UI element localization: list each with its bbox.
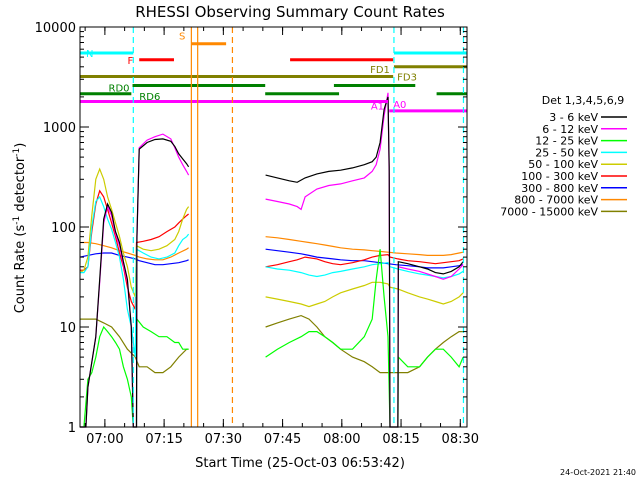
flag-label-rd6: RD6 — [139, 92, 160, 103]
y-tick-label: 10000 — [35, 21, 76, 36]
series-line-300-800-kev-2- — [265, 248, 464, 269]
flag-label-a0: A0 — [393, 100, 406, 111]
flag-label-s: S — [179, 32, 185, 43]
y-tick-label: 1000 — [43, 121, 76, 136]
x-tick-label: 07:00 — [86, 432, 123, 447]
legend-label: 7000 - 15000 keV — [500, 205, 598, 218]
flag-label-f: F — [127, 56, 133, 67]
y-tick-label: 1 — [68, 421, 76, 436]
chart-title: RHESSI Observing Summary Count Rates — [135, 3, 445, 21]
series-line-50-100-kev — [79, 167, 190, 298]
legend-label: 12 - 25 keV — [535, 135, 598, 148]
y-axis-label-sup1: -1 — [12, 216, 22, 225]
series-line-12-25-kev — [80, 317, 189, 428]
y-axis-label-part1: Count Rate (s — [13, 225, 28, 314]
legend-label: 800 - 7000 keV — [514, 194, 598, 207]
x-tick-label: 07:15 — [145, 432, 182, 447]
legend-label: 6 - 12 keV — [542, 123, 598, 136]
flag-label-fd1: FD1 — [370, 65, 390, 76]
legend-title: Det 1,3,4,5,6,9 — [542, 94, 625, 107]
series-line-800-7000-kev-2- — [265, 236, 464, 256]
legend-label: 50 - 100 keV — [528, 158, 598, 171]
y-tick-label: 10 — [59, 321, 76, 336]
series-line-50-100-kev-2- — [265, 281, 464, 308]
axes: 1 10 100 1000 10000 07:00 07:15 07:30 07:45 08:00… — [35, 21, 479, 447]
y-tick-label: 100 — [51, 221, 76, 236]
series-line-100-300-kev-2- — [265, 253, 464, 268]
series-line-100-300-kev — [80, 189, 189, 310]
legend-label: 3 - 6 keV — [549, 111, 598, 124]
flag-bars: N F S FD1 FD3 RD0 RD6 A1 A0 — [80, 32, 467, 112]
y-axis-label-part3: ) — [13, 143, 28, 148]
x-tick-label: 07:45 — [264, 432, 301, 447]
y-axis-label-sup2: -1 — [12, 148, 22, 157]
series-line-6-12-kev-2- — [265, 92, 464, 428]
y-axis-label: Count Rate (s-1 detector-1) — [12, 143, 28, 314]
legend-label: 300 - 800 keV — [521, 182, 598, 195]
flag-label-a1: A1 — [371, 101, 384, 112]
footer-date: 24-Oct-2021 21:40 — [560, 468, 636, 477]
x-tick-label: 08:30 — [442, 432, 479, 447]
series-line-3-6-kev-2- — [265, 96, 464, 428]
flag-label-n: N — [86, 49, 93, 60]
x-axis-label: Start Time (25-Oct-03 06:53:42) — [195, 456, 405, 471]
series-line-7000-15000-kev-2- — [265, 314, 464, 374]
y-axis-label-part2: detector — [13, 156, 28, 216]
flag-label-rd0: RD0 — [109, 84, 130, 95]
flag-label-fd3: FD3 — [397, 72, 417, 83]
series-line-800-7000-kev — [80, 241, 189, 261]
series-line-25-50-kev — [80, 195, 190, 358]
series-line-12-25-kev-2- — [265, 249, 464, 428]
x-tick-label: 08:00 — [323, 432, 360, 447]
x-tick-label: 08:15 — [382, 432, 419, 447]
legend-label: 100 - 300 keV — [521, 170, 598, 183]
plot-area — [79, 92, 464, 428]
x-tick-label: 07:30 — [205, 432, 242, 447]
series-line-3-6-kev — [80, 138, 190, 428]
legend-label: 25 - 50 keV — [535, 146, 598, 159]
